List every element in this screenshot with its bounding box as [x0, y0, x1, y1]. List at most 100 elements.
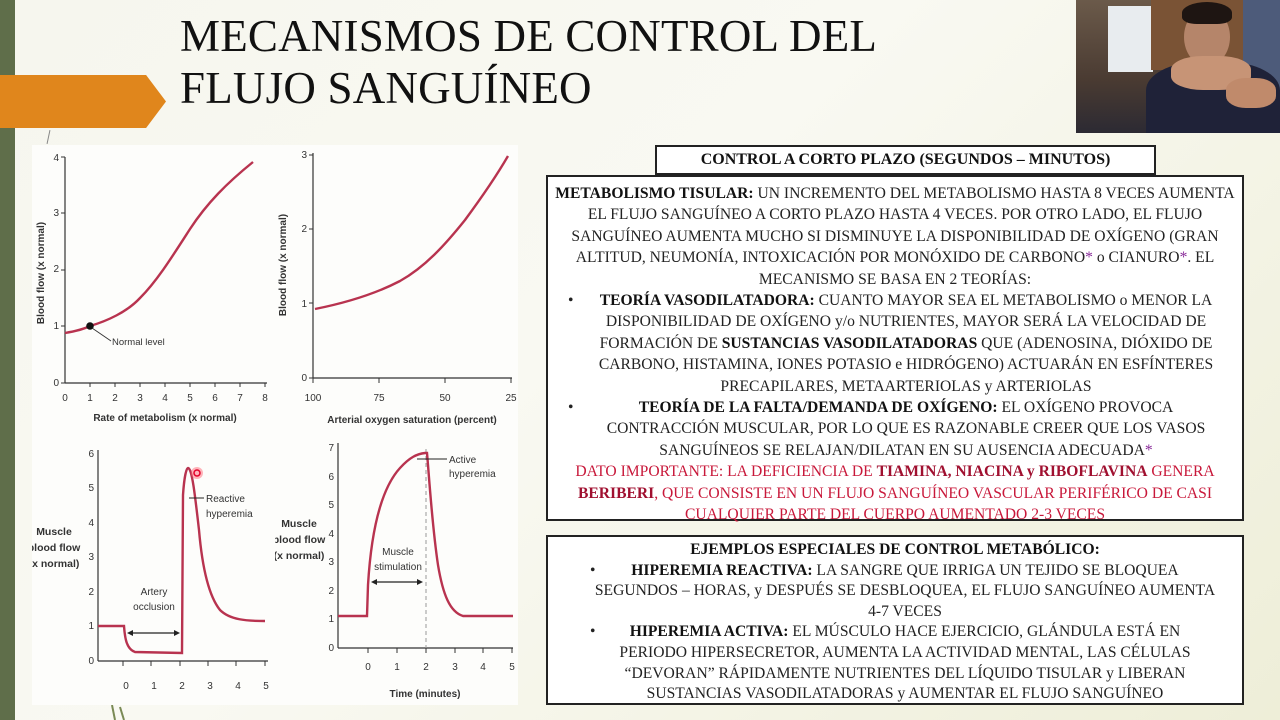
reactive-hyperemia-curve [98, 466, 266, 655]
svg-text:blood flow: blood flow [275, 534, 326, 546]
active-hyperemia-curve [338, 451, 513, 618]
vasodilator-theory-item: • TEORÍA VASODILATADORA: CUANTO MAYOR SEA… [568, 292, 1214, 395]
svg-text:0: 0 [53, 378, 59, 389]
oxygen-demand-theory-item: • TEORÍA DE LA FALTA/DEMANDA DE OXÍGENO: … [568, 399, 1206, 459]
svg-text:0: 0 [301, 373, 307, 384]
svg-text:6: 6 [212, 393, 218, 404]
svg-text:Muscle: Muscle [281, 518, 317, 530]
svg-text:1: 1 [301, 299, 307, 310]
svg-text:75: 75 [373, 393, 385, 404]
svg-text:1: 1 [88, 621, 94, 632]
svg-text:1: 1 [328, 614, 334, 625]
y-axis-title: Blood flow (x normal) [36, 222, 47, 324]
svg-text:(x normal): (x normal) [32, 558, 79, 570]
svg-text:0: 0 [62, 393, 68, 404]
svg-text:Muscle: Muscle [382, 547, 414, 558]
short-term-control-header: CONTROL A CORTO PLAZO (SEGUNDOS – MINUTO… [655, 145, 1156, 175]
svg-text:hyperemia: hyperemia [206, 509, 253, 520]
slide-left-accent-bar [0, 0, 15, 720]
svg-text:0: 0 [88, 656, 94, 667]
svg-text:6: 6 [88, 449, 94, 460]
svg-text:0: 0 [123, 681, 129, 692]
svg-text:2: 2 [328, 586, 334, 597]
chart-reactive-hyperemia: Muscle blood flow (x normal) 0 1 2 3 4 5 6 0 1 2… [32, 435, 277, 705]
x-axis-title: Rate of metabolism (x normal) [93, 413, 236, 424]
svg-text:100: 100 [305, 393, 322, 404]
metabolic-control-examples-box: EJEMPLOS ESPECIALES DE CONTROL METABÓLIC… [546, 535, 1244, 705]
svg-text:0: 0 [328, 643, 334, 654]
svg-text:1: 1 [87, 393, 93, 404]
presenter-hand [1226, 78, 1276, 108]
svg-text:5: 5 [328, 500, 334, 511]
svg-text:hyperemia: hyperemia [449, 469, 496, 480]
figure-panel: Blood flow (x normal) 0 1 2 3 4 0 1 2 3 4 5 6 7 8 Ra… [32, 145, 518, 705]
svg-text:1: 1 [394, 662, 400, 673]
x-axis-title: Time (minutes) [390, 689, 461, 700]
y-axis-title: Blood flow (x normal) [278, 214, 289, 316]
svg-text:occlusion: occlusion [133, 602, 175, 613]
slide-title: MECANISMOS DE CONTROL DEL FLUJO SANGUÍNE… [180, 10, 1060, 114]
presenter-webcam [1076, 0, 1280, 133]
short-term-control-box: METABOLISMO TISULAR: UN INCREMENTO DEL M… [546, 175, 1244, 523]
svg-text:3: 3 [88, 552, 94, 563]
y-axis-title: Muscle blood flow (x normal) [32, 526, 81, 570]
tissue-metabolism-paragraph: METABOLISMO TISULAR: UN INCREMENTO DEL M… [555, 185, 1235, 288]
svg-text:5: 5 [263, 681, 269, 692]
svg-text:4: 4 [328, 529, 334, 540]
title-arrow-decoration [0, 75, 166, 128]
svg-text:(x normal): (x normal) [275, 550, 324, 562]
svg-text:7: 7 [237, 393, 243, 404]
presenter-hair [1182, 2, 1232, 24]
svg-text:2: 2 [88, 587, 94, 598]
svg-text:50: 50 [439, 393, 451, 404]
svg-text:3: 3 [53, 208, 59, 219]
svg-text:Reactive: Reactive [206, 494, 245, 505]
svg-text:1: 1 [53, 321, 59, 332]
svg-text:0: 0 [365, 662, 371, 673]
decorative-line [46, 130, 51, 144]
chart-oxygen-saturation-vs-blood-flow: Blood flow (x normal) 0 1 2 3 100 75 50 25 Art… [275, 145, 520, 430]
svg-text:4: 4 [53, 153, 59, 164]
active-hyperemia-item: • HIPEREMIA ACTIVA: EL MÚSCULO HACE EJERC… [590, 623, 1191, 703]
important-fact-paragraph: DATO IMPORTANTE: LA DEFICIENCIA DE TIAMI… [575, 463, 1215, 524]
svg-text:3: 3 [207, 681, 213, 692]
cursor-highlight-icon [191, 467, 203, 479]
svg-text:3: 3 [137, 393, 143, 404]
svg-text:5: 5 [187, 393, 193, 404]
svg-text:4: 4 [88, 518, 94, 529]
metabolism-curve [64, 161, 254, 335]
svg-text:1: 1 [151, 681, 157, 692]
x-axis-title: Arterial oxygen saturation (percent) [327, 415, 496, 426]
normal-level-label: Normal level [112, 337, 165, 348]
svg-text:3: 3 [301, 150, 307, 161]
svg-text:stimulation: stimulation [374, 562, 422, 573]
decorative-grass [111, 705, 125, 720]
svg-text:5: 5 [509, 662, 515, 673]
chart-metabolism-vs-blood-flow: Blood flow (x normal) 0 1 2 3 4 0 1 2 3 4 5 6 7 8 Ra… [32, 145, 277, 430]
svg-text:3: 3 [452, 662, 458, 673]
svg-text:Active: Active [449, 455, 477, 466]
chart-active-hyperemia: Muscle blood flow (x normal) 0 1 2 3 4 5 6 7 0 1… [275, 435, 520, 705]
svg-text:2: 2 [53, 264, 59, 275]
whiteboard [1108, 6, 1153, 72]
svg-text:blood flow: blood flow [32, 542, 81, 554]
svg-text:5: 5 [88, 483, 94, 494]
svg-text:Muscle: Muscle [36, 526, 72, 538]
normal-level-marker [86, 322, 94, 330]
reactive-hyperemia-item: • HIPEREMIA REACTIVA: LA SANGRE QUE IRRIG… [590, 561, 1216, 620]
svg-text:2: 2 [179, 681, 185, 692]
svg-text:4: 4 [235, 681, 241, 692]
slide-title-line-2: FLUJO SANGUÍNEO [180, 63, 592, 113]
svg-text:Blood flow (x normal): Blood flow (x normal) [36, 222, 47, 324]
svg-text:3: 3 [328, 557, 334, 568]
svg-text:Artery: Artery [141, 587, 168, 598]
svg-text:7: 7 [328, 443, 334, 454]
oxygen-curve [314, 155, 510, 311]
svg-text:8: 8 [262, 393, 268, 404]
svg-text:4: 4 [480, 662, 486, 673]
svg-text:2: 2 [301, 224, 307, 235]
slide-title-line-1: MECANISMOS DE CONTROL DEL [180, 11, 878, 61]
svg-text:4: 4 [162, 393, 168, 404]
examples-header: EJEMPLOS ESPECIALES DE CONTROL METABÓLIC… [690, 541, 1100, 558]
svg-text:25: 25 [505, 393, 517, 404]
